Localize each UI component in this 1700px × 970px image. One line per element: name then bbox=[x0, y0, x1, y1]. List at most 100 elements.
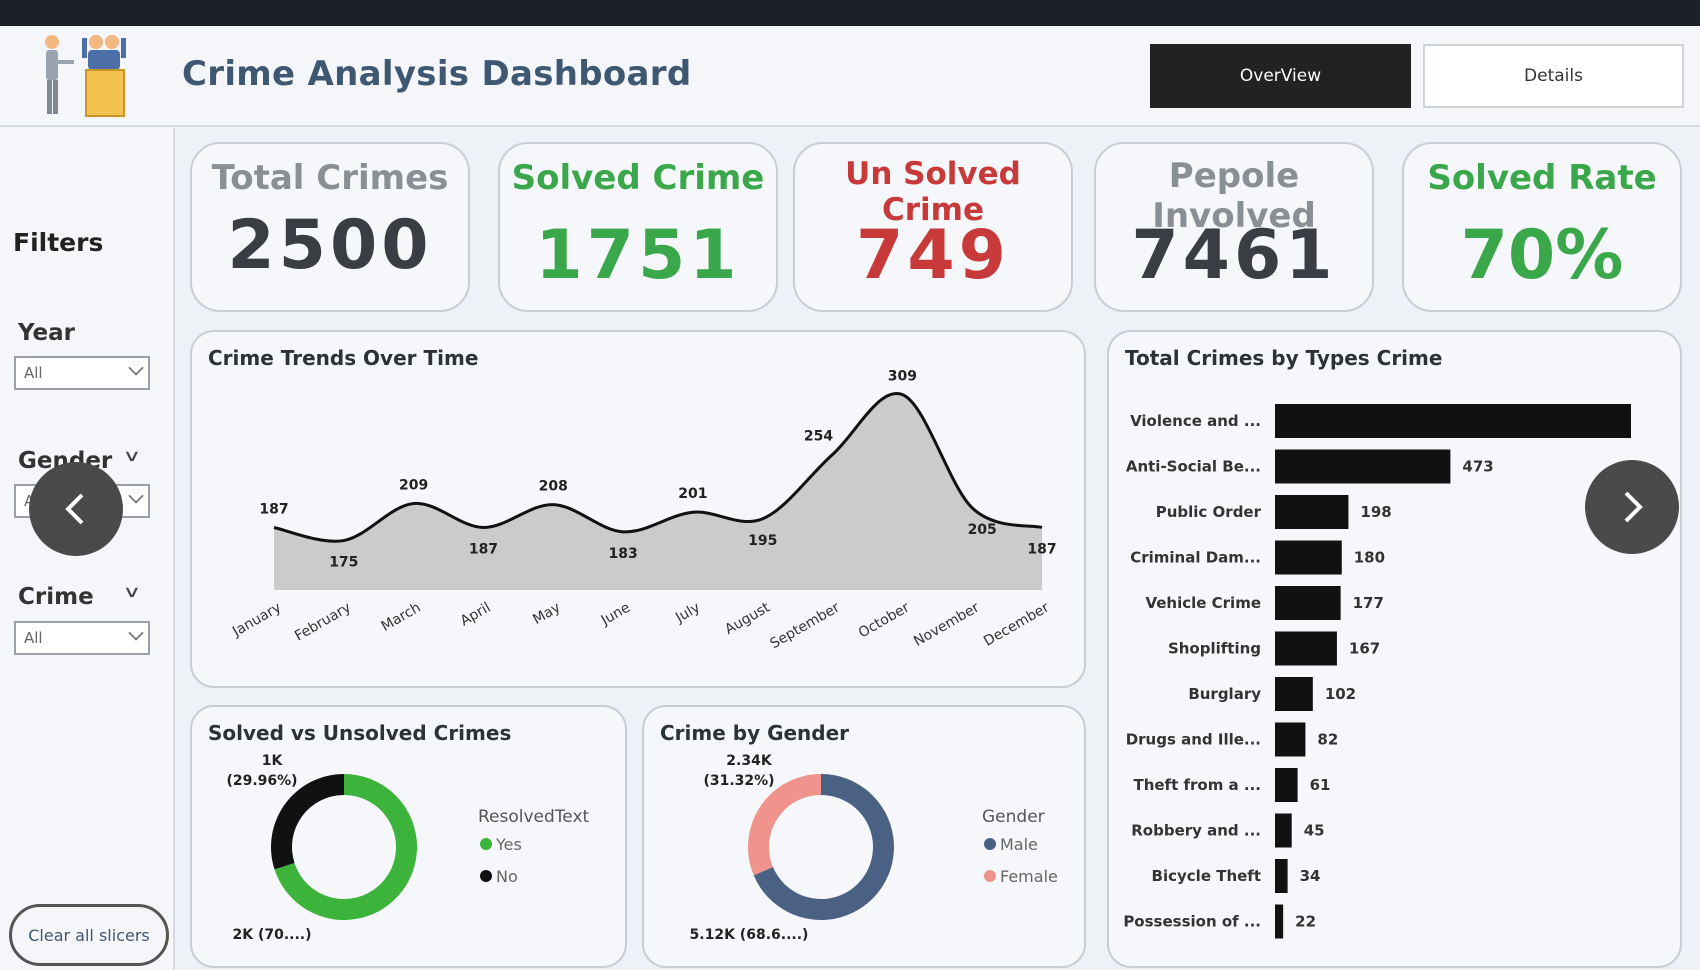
trend-area bbox=[274, 393, 1042, 590]
overview-button[interactable]: OverView bbox=[1150, 44, 1411, 108]
kpi-value: 1751 bbox=[535, 216, 741, 295]
bar bbox=[1275, 631, 1337, 666]
bar-category-label: Theft from a ... bbox=[1133, 776, 1261, 794]
bar-category-label: Violence and ... bbox=[1130, 412, 1261, 430]
donut-slice bbox=[753, 774, 894, 920]
chevron-down-icon[interactable]: ∨ bbox=[122, 446, 142, 465]
slice-label: (29.96%) bbox=[226, 773, 297, 789]
panel-title: Crime by Gender bbox=[660, 721, 850, 745]
bar-value-label: 45 bbox=[1304, 822, 1325, 840]
bar-value-label: 177 bbox=[1353, 594, 1384, 612]
kpi-card-solved-crime: Solved Crime 1751 bbox=[498, 142, 778, 312]
panel-title: Crime Trends Over Time bbox=[208, 346, 479, 370]
crime-select[interactable]: All bbox=[14, 621, 150, 655]
crime-types-chart: Violence and ... Anti-Social Be... 473 Publ… bbox=[1123, 404, 1631, 939]
crime-gender-donut: 5.12K (68.6....) 2.34K (31.32%) Gender Male F… bbox=[690, 753, 1058, 943]
crime-trends-chart: 187 175 209 187 208 183 201 195 254 309 205 187 Janu… bbox=[229, 369, 1056, 653]
slice-label: 1K bbox=[262, 753, 284, 769]
donut-slice bbox=[271, 774, 344, 870]
bar bbox=[1275, 404, 1631, 438]
x-tick-label: February bbox=[292, 600, 354, 645]
year-select[interactable]: All bbox=[14, 356, 150, 390]
bar bbox=[1275, 813, 1292, 848]
chevron-down-icon bbox=[128, 625, 144, 641]
kpi-card-total-crimes: Total Crimes 2500 bbox=[190, 142, 470, 312]
bar bbox=[1275, 540, 1342, 575]
kpi-title: Total Crimes bbox=[211, 158, 449, 198]
filters-sidebar: Filters Year All Gender ∨ All Crime ∨ Al… bbox=[0, 128, 175, 970]
chevron-down-icon[interactable]: ∨ bbox=[122, 582, 142, 601]
bar bbox=[1275, 495, 1349, 529]
legend-marker bbox=[984, 838, 996, 850]
bar bbox=[1275, 768, 1298, 802]
bar bbox=[1275, 722, 1306, 757]
data-label: 209 bbox=[399, 478, 428, 494]
crime-select-value: All bbox=[24, 629, 43, 647]
x-tick-label: September bbox=[768, 599, 843, 652]
details-button[interactable]: Details bbox=[1423, 44, 1684, 108]
legend-marker bbox=[480, 838, 492, 850]
x-tick-label: March bbox=[379, 600, 424, 635]
year-filter-label: Year bbox=[18, 320, 76, 346]
clear-slicers-button[interactable]: Clear all slicers bbox=[9, 904, 169, 966]
page-title: Crime Analysis Dashboard bbox=[182, 54, 692, 94]
kpi-value: 70% bbox=[1460, 216, 1624, 295]
x-tick-label: December bbox=[981, 599, 1052, 649]
data-label: 201 bbox=[678, 486, 707, 502]
donut-slice bbox=[274, 774, 418, 920]
legend-item: Male bbox=[1000, 835, 1038, 854]
kpi-card-unsolved-crime: Un Solved Crime 749 bbox=[793, 142, 1073, 312]
solved-unsolved-donut: 2K (70....) 1K (29.96%) ResolvedText Yes No bbox=[226, 753, 590, 943]
chevron-down-icon bbox=[128, 360, 144, 376]
legend-item: No bbox=[496, 867, 518, 886]
filters-title: Filters bbox=[13, 228, 104, 257]
trend-line bbox=[273, 391, 1043, 543]
bar bbox=[1275, 586, 1341, 620]
legend-title: Gender bbox=[982, 807, 1045, 827]
bar-value-label: 82 bbox=[1317, 731, 1338, 749]
slice-label: 5.12K (68.6....) bbox=[690, 927, 809, 943]
x-tick-label: November bbox=[911, 599, 982, 649]
x-tick-label: January bbox=[229, 600, 284, 641]
data-label: 205 bbox=[968, 522, 997, 538]
x-tick-label: July bbox=[672, 600, 703, 627]
chevron-right-icon bbox=[1624, 491, 1643, 523]
data-label: 187 bbox=[1027, 541, 1056, 557]
bar-category-label: Burglary bbox=[1188, 685, 1261, 703]
kpi-value: 2500 bbox=[227, 206, 433, 285]
x-tick-label: June bbox=[598, 600, 633, 630]
bar-category-label: Vehicle Crime bbox=[1145, 594, 1261, 612]
data-label: 208 bbox=[539, 479, 568, 495]
bar-category-label: Robbery and ... bbox=[1131, 822, 1261, 840]
kpi-card-people-involved: Pepole Involved 7461 bbox=[1094, 142, 1374, 312]
data-label: 309 bbox=[888, 369, 917, 385]
slice-label: 2.34K bbox=[726, 753, 773, 769]
legend-title: ResolvedText bbox=[478, 807, 590, 827]
police-officers-icon bbox=[45, 35, 126, 117]
chevron-left-icon bbox=[65, 493, 84, 525]
carousel-next-button[interactable] bbox=[1585, 460, 1679, 554]
bar-value-label: 102 bbox=[1325, 685, 1356, 703]
donut-slice bbox=[748, 774, 821, 876]
bar-category-label: Public Order bbox=[1156, 503, 1262, 521]
data-label: 195 bbox=[748, 533, 777, 549]
bar-value-label: 473 bbox=[1462, 458, 1493, 476]
header: Crime Analysis Dashboard OverView Detail… bbox=[0, 26, 1700, 127]
carousel-prev-button[interactable] bbox=[29, 462, 123, 556]
bar-category-label: Criminal Dam... bbox=[1130, 549, 1261, 567]
legend-marker bbox=[984, 870, 996, 882]
kpi-title: Un Solved Crime bbox=[845, 156, 1021, 228]
x-tick-label: October bbox=[856, 599, 913, 641]
bar-category-label: Bicycle Theft bbox=[1152, 867, 1261, 885]
solved-unsolved-panel: Solved vs Unsolved Crimes 2K (70....) 1K (… bbox=[190, 705, 627, 968]
bar bbox=[1275, 449, 1451, 484]
panel-title: Total Crimes by Types Crime bbox=[1125, 346, 1443, 370]
legend-item: Yes bbox=[495, 835, 522, 854]
data-label: 183 bbox=[608, 546, 637, 562]
data-label: 187 bbox=[259, 501, 288, 517]
bar-category-label: Possession of ... bbox=[1123, 913, 1261, 931]
crime-filter-label: Crime bbox=[18, 584, 94, 610]
bar-value-label: 34 bbox=[1300, 867, 1321, 885]
x-tick-label: May bbox=[530, 600, 563, 628]
bar-category-label: Anti-Social Be... bbox=[1126, 458, 1261, 476]
